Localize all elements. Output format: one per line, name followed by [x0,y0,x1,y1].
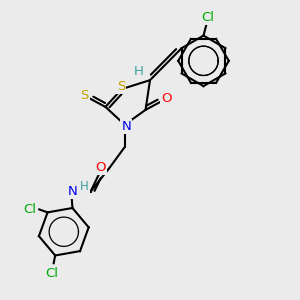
Text: S: S [80,89,89,102]
Text: H: H [80,180,89,193]
Text: N: N [121,120,131,133]
Text: N: N [68,185,78,198]
Text: Cl: Cl [46,267,59,280]
Text: S: S [117,80,125,93]
Text: O: O [161,92,172,105]
Text: H: H [134,65,144,78]
Text: Cl: Cl [23,203,36,216]
Text: O: O [95,161,106,174]
Text: Cl: Cl [201,11,214,24]
